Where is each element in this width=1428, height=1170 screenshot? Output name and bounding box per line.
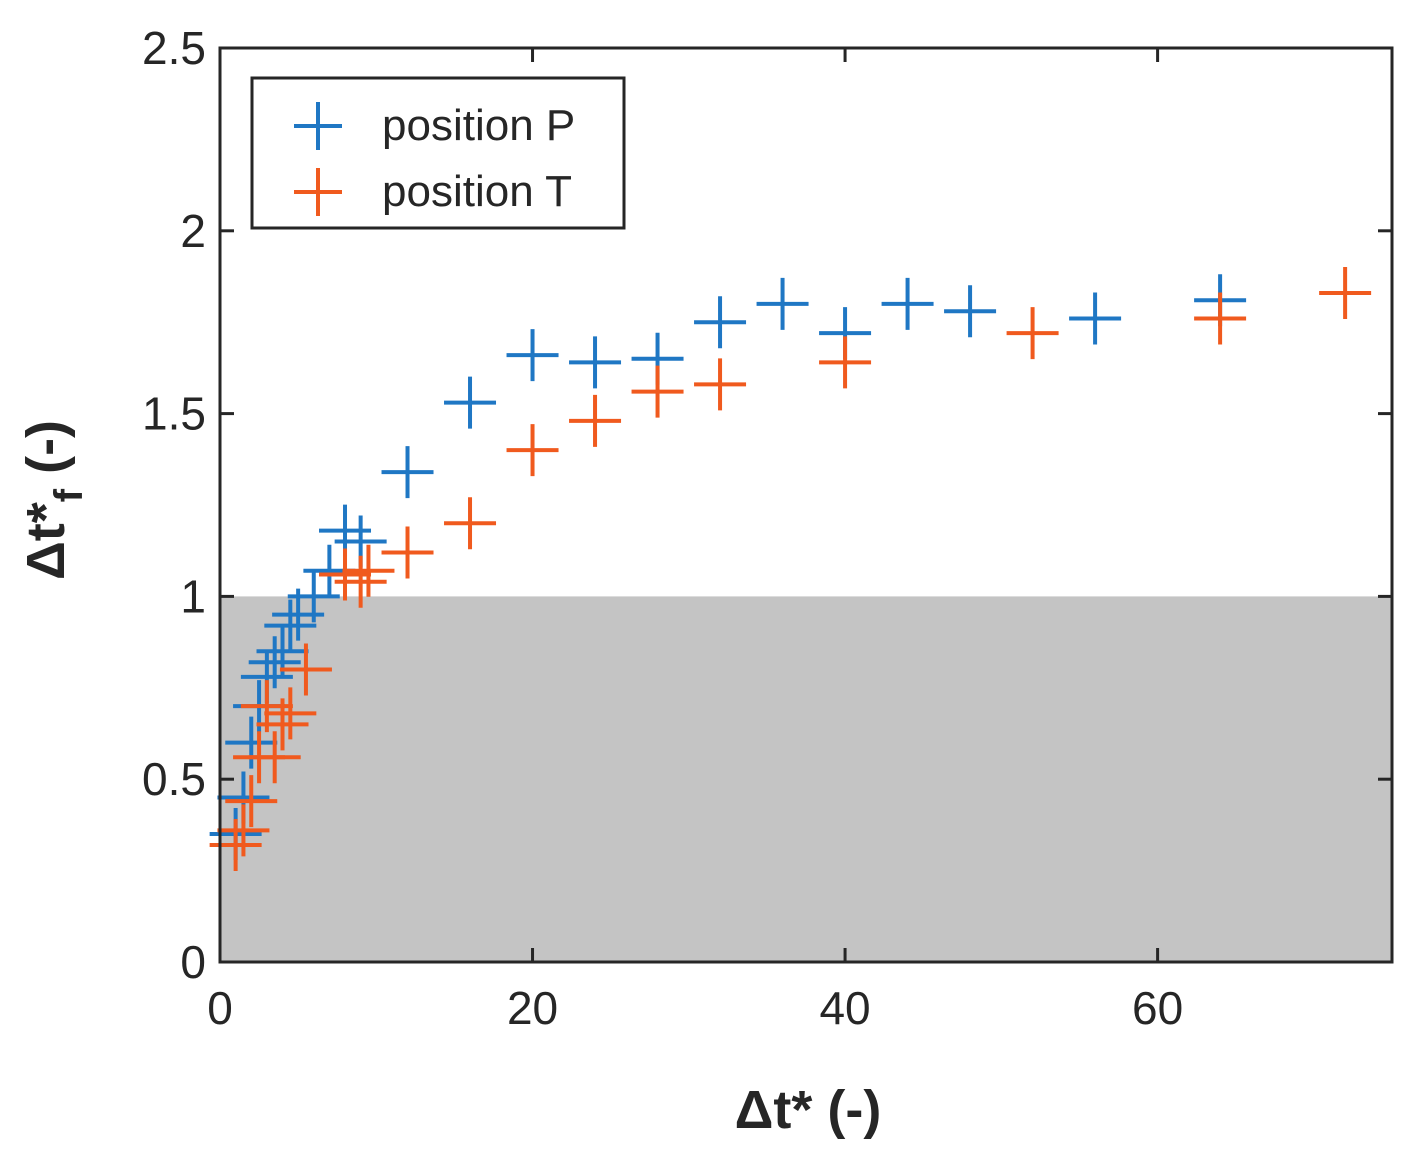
legend-label-position-p: position P <box>382 101 575 150</box>
data-point-position-p <box>225 716 278 769</box>
data-point-position-t <box>334 555 387 608</box>
data-point-position-t <box>248 731 301 784</box>
data-point-position-t <box>279 643 332 696</box>
data-point-position-t <box>569 394 622 447</box>
y-axis-title-main: Δt* <box>16 502 76 580</box>
y-tick-label: 2 <box>180 205 206 257</box>
data-point-position-p <box>569 336 622 389</box>
legend-plus-position-t <box>294 168 342 216</box>
y-tick-label: 0.5 <box>142 753 206 805</box>
y-axis-title-unit: (-) <box>16 420 76 489</box>
data-point-position-t <box>506 424 559 477</box>
y-axis-title: Δt*f (-) <box>16 420 91 580</box>
data-point-position-t <box>381 526 434 579</box>
x-tick-label: 20 <box>507 982 558 1034</box>
y-tick-label: 1 <box>180 570 206 622</box>
legend-marker-position-p <box>294 102 342 150</box>
data-point-position-p <box>444 376 497 429</box>
data-point-position-t <box>1319 266 1372 319</box>
data-point-position-t <box>264 687 317 740</box>
x-tick-label: 60 <box>1132 982 1183 1034</box>
legend-marker-position-t <box>294 168 342 216</box>
y-tick-label: 2.5 <box>142 22 206 74</box>
data-point-position-t <box>225 775 278 828</box>
data-point-position-t <box>444 497 497 550</box>
y-tick-label: 0 <box>180 936 206 988</box>
y-axis-title-subscript: f <box>47 488 91 502</box>
data-point-position-p <box>881 277 934 330</box>
data-point-position-t <box>342 544 395 597</box>
legend-label-position-t: position T <box>382 167 572 216</box>
x-tick-labels: 0 20 40 60 <box>207 982 1183 1034</box>
data-point-position-t <box>694 358 747 411</box>
y-tick-label: 1.5 <box>142 388 206 440</box>
y-tick-labels: 0 0.5 1 1.5 2 2.5 <box>142 22 206 988</box>
data-point-position-p <box>944 285 997 338</box>
shaded-region <box>220 596 1392 962</box>
data-point-position-t <box>819 336 872 389</box>
plot-area <box>209 46 1394 964</box>
data-point-position-p <box>248 636 301 689</box>
data-point-position-t <box>1006 307 1059 360</box>
axis-ticks <box>218 46 1392 964</box>
data-point-position-p <box>694 296 747 349</box>
data-point-position-t <box>631 365 684 418</box>
legend-box <box>250 76 626 230</box>
legend-plus-position-p <box>294 102 342 150</box>
data-point-position-t <box>209 819 262 872</box>
data-point-position-p <box>381 446 434 499</box>
series-position-t <box>209 266 1372 872</box>
legend: position P position T <box>250 76 626 230</box>
data-point-position-p <box>506 329 559 382</box>
data-point-position-t <box>256 698 309 751</box>
x-tick-label: 0 <box>207 982 233 1034</box>
x-tick-label: 40 <box>819 982 870 1034</box>
data-point-position-t <box>1194 292 1247 345</box>
data-point-position-t <box>217 804 270 857</box>
axes-frame <box>218 46 1394 964</box>
data-point-position-p <box>1069 292 1122 345</box>
data-point-position-p <box>264 599 317 652</box>
data-point-position-p <box>756 277 809 330</box>
x-axis-title: Δt* (-) <box>735 1080 882 1140</box>
